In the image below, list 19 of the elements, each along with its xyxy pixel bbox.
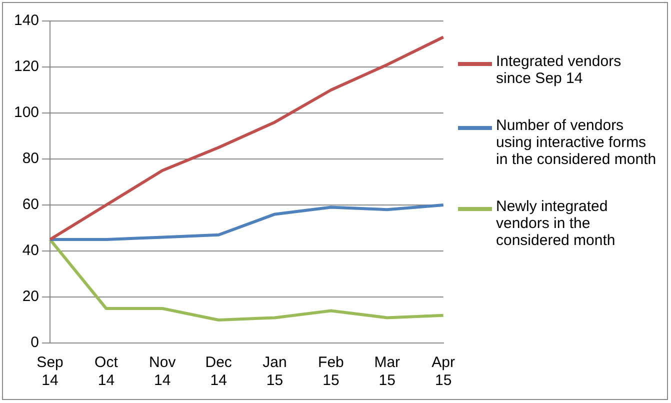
legend-label: Number of vendors using interactive forms in the considered month (496, 117, 658, 168)
x-tick-label: Nov 14 (149, 354, 176, 390)
x-tick-label: Apr 15 (432, 354, 456, 390)
legend-label: Integrated vendors since Sep 14 (496, 53, 622, 87)
y-tick-label: 140 (14, 12, 40, 30)
x-tick-label: Jan 15 (262, 354, 287, 390)
y-tick-label: 40 (22, 242, 40, 260)
y-tick-label: 80 (22, 150, 40, 168)
x-tick-label: Mar 15 (374, 354, 400, 390)
y-tick-label: 120 (14, 58, 40, 76)
y-tick-label: 0 (30, 334, 40, 352)
legend-label: Newly integrated vendors in the considered month (496, 198, 616, 249)
y-tick-label: 100 (14, 104, 40, 122)
x-tick-label: Dec 14 (205, 354, 232, 390)
y-tick-label: 60 (22, 196, 40, 214)
y-tick-label: 20 (22, 288, 40, 306)
x-tick-label: Oct 14 (94, 354, 119, 390)
x-tick-label: Feb 15 (318, 354, 344, 390)
x-tick-label: Sep 14 (36, 354, 64, 390)
